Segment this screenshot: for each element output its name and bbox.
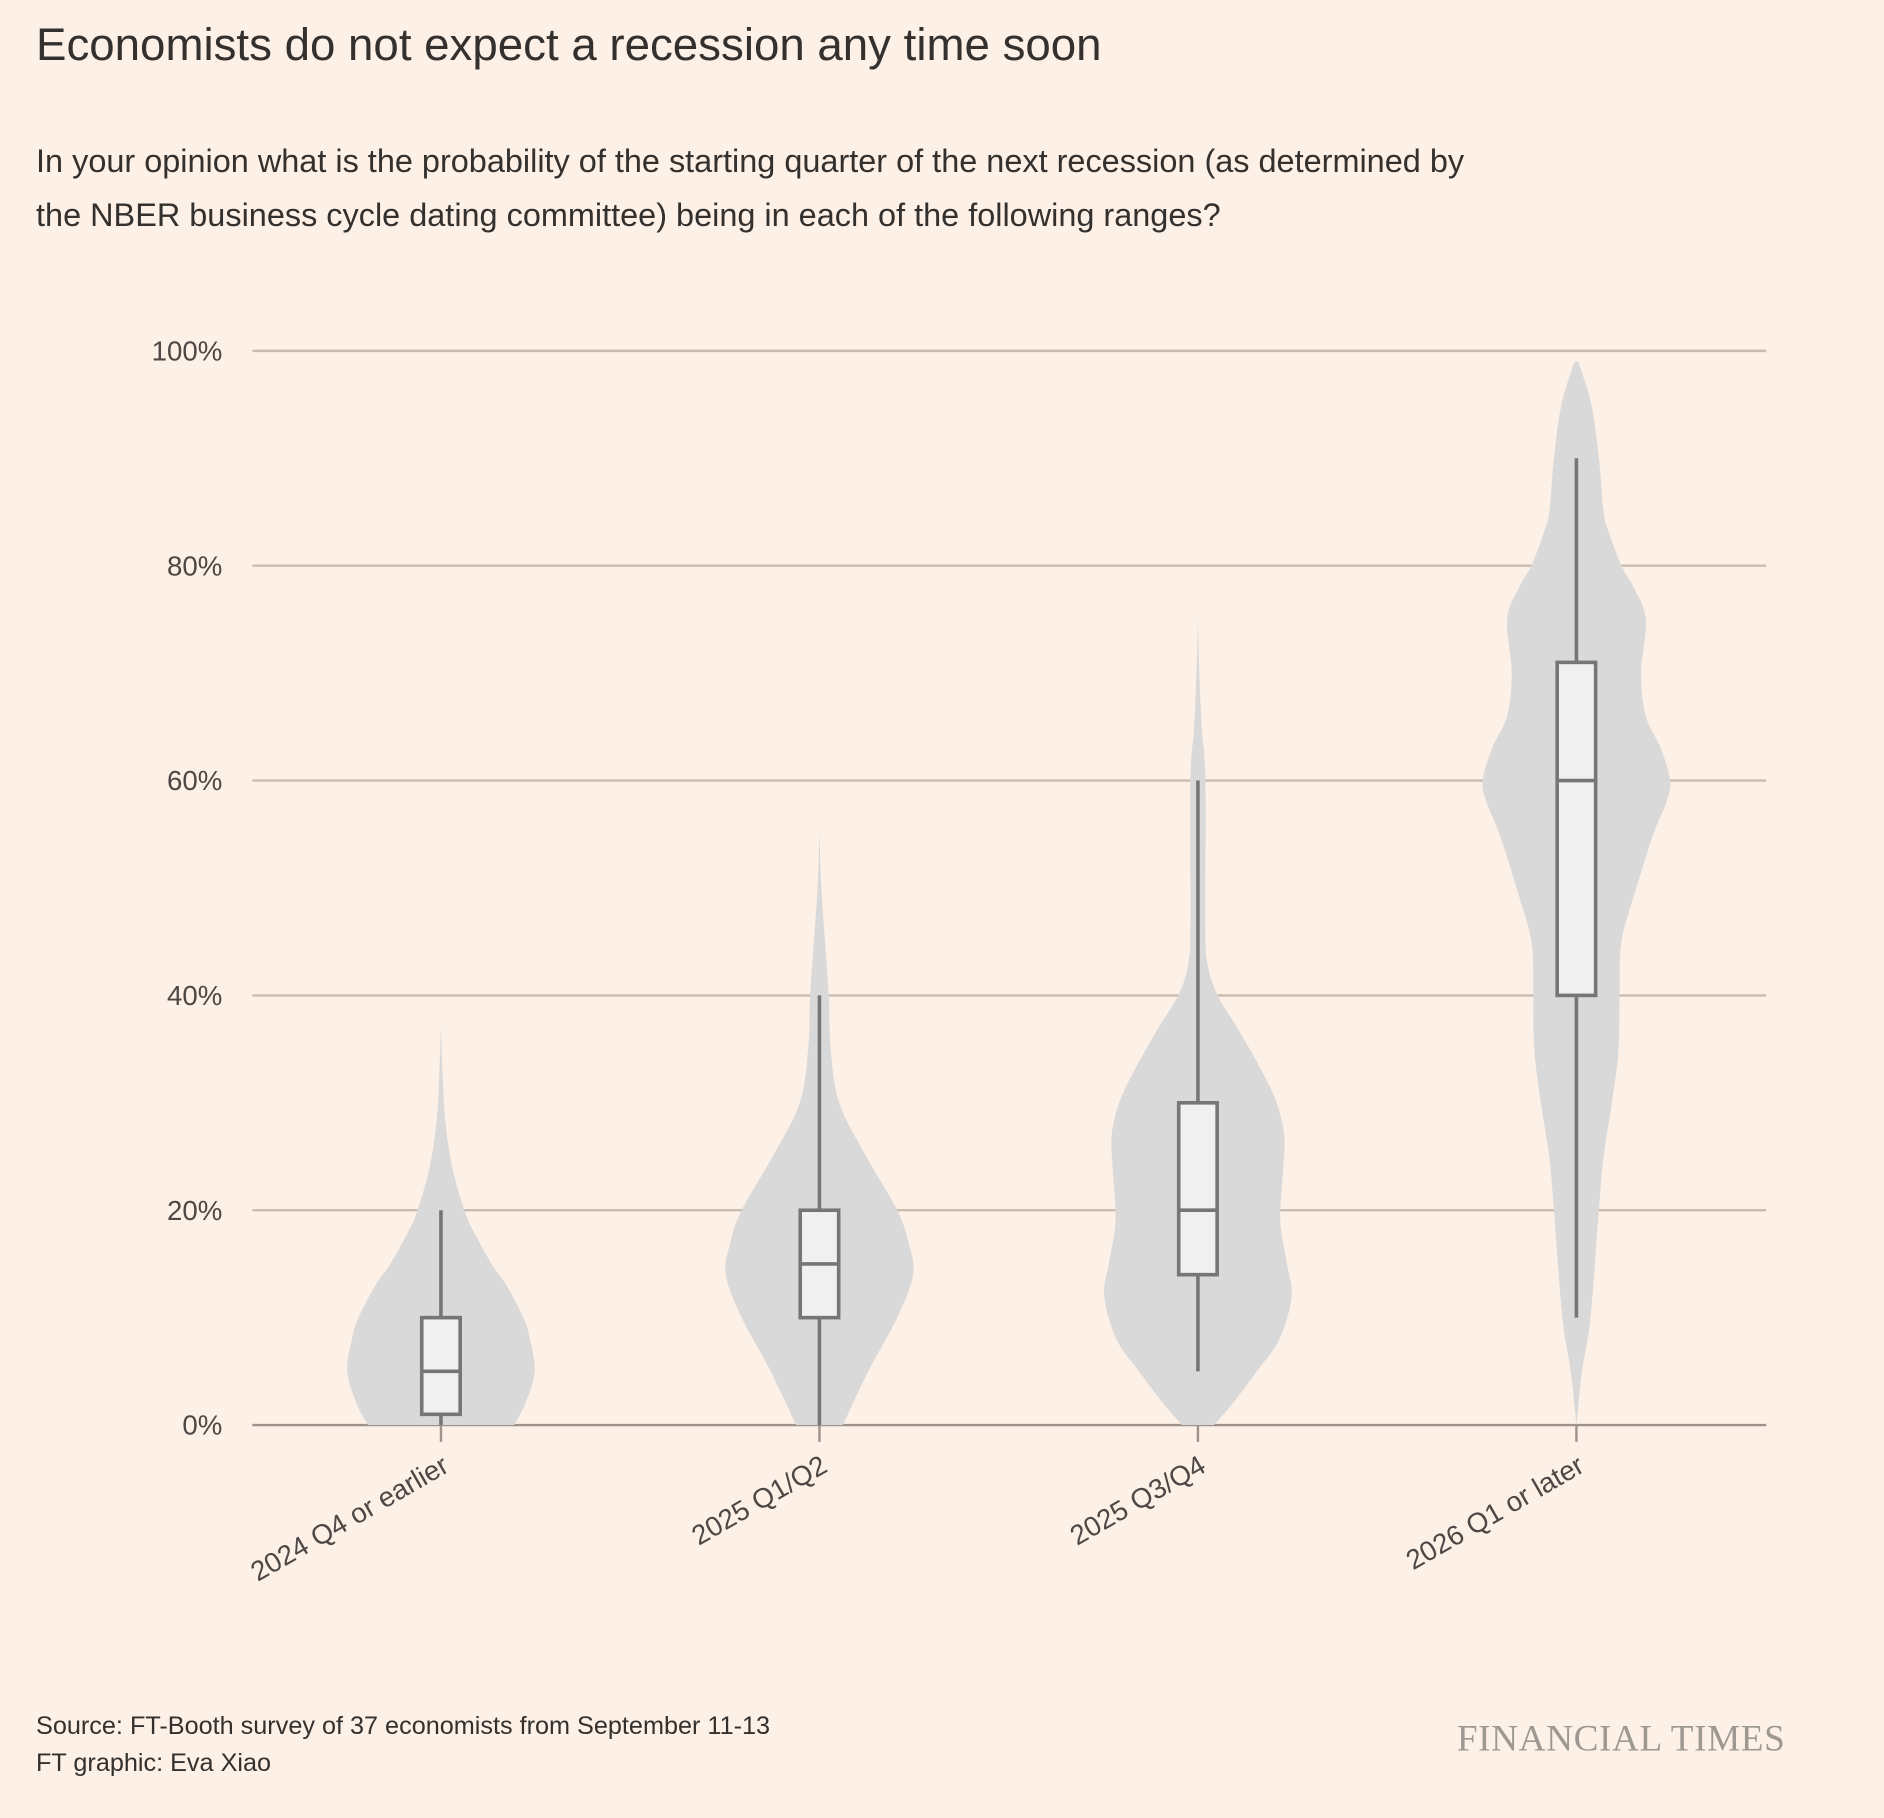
y-tick-label: 100% [152,336,223,367]
source-note: Source: FT-Booth survey of 37 economists… [36,1712,770,1740]
iqr-box [1555,660,1598,998]
violin-group [1103,619,1292,1426]
chart-title: Economists do not expect a recession any… [36,19,1102,70]
violin-group [1482,361,1671,1426]
iqr-box [1176,1101,1219,1277]
gridlines: 0% 20% 40% 60% 80% 100% [152,336,1767,1441]
graphic-credit: FT graphic: Eva Xiao [36,1749,271,1777]
ft-logo: FINANCIAL TIMES [1457,1719,1786,1760]
violins [347,361,1671,1426]
violin-group [725,834,914,1426]
y-tick-label: 80% [167,550,222,581]
iqr-box [419,1315,462,1417]
y-tick-label: 0% [182,1410,222,1441]
y-tick-label: 40% [167,980,222,1011]
y-tick-label: 20% [167,1195,222,1226]
violin-group [347,1027,535,1426]
subtitle-line-2: the NBER business cycle dating committee… [36,197,1221,233]
subtitle-line-1: In your opinion what is the probability … [36,143,1465,179]
y-tick-label: 60% [167,765,222,796]
